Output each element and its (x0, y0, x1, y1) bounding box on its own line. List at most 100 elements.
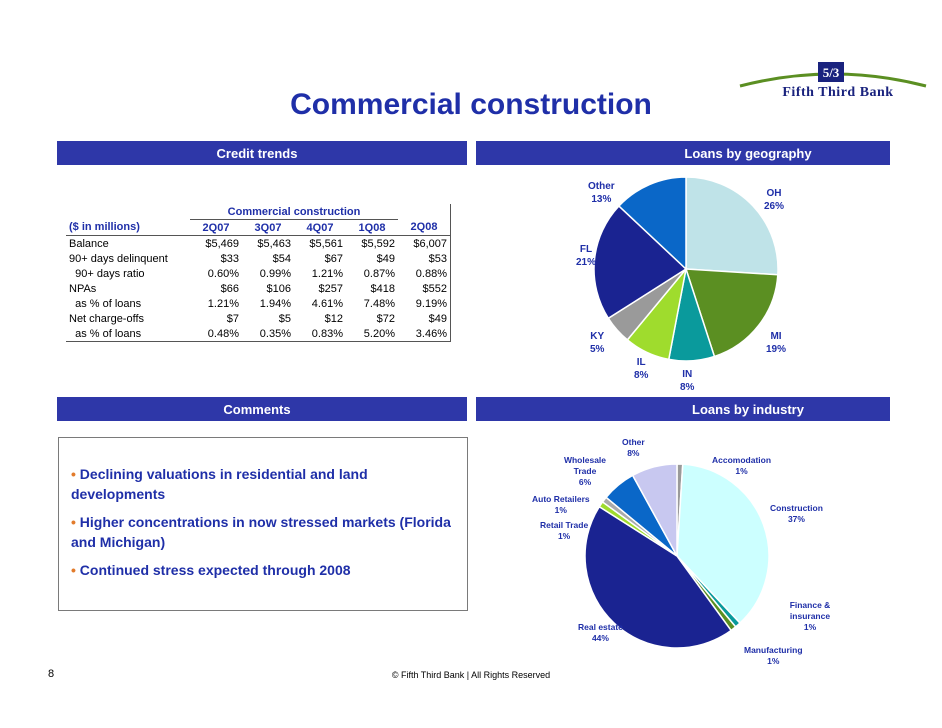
table-cell: 0.88% (415, 267, 447, 280)
table-cell: $418 (370, 282, 395, 295)
table-cell: $5 (278, 312, 291, 325)
table-cell: 0.60% (207, 267, 239, 280)
industry-label-manufacturing: Manufacturing 1% (744, 645, 803, 667)
bullet-icon: • (71, 562, 76, 578)
pie-label-in: IN 8% (680, 368, 694, 394)
table-row: NPAs $66 $106 $257 $418 $552 (66, 281, 451, 296)
credit-trends-label: Credit trends (216, 145, 298, 161)
slice-name: Construction (770, 503, 823, 513)
table-cell: $6,007 (413, 237, 447, 250)
slice-value: 26% (764, 201, 785, 212)
table-cell: $72 (376, 312, 395, 325)
comment-item: • Continued stress expected through 2008 (71, 560, 465, 580)
loans-by-industry-label: Loans by industry (692, 401, 804, 417)
table-cell: 1.21% (207, 297, 239, 310)
table-row: as % of loans 1.21% 1.94% 4.61% 7.48% 9.… (66, 296, 451, 311)
column-header: 3Q07 (254, 221, 282, 234)
bullet-icon: • (71, 466, 76, 482)
slice-value: 13% (591, 194, 612, 205)
slice-value: 19% (766, 344, 787, 355)
table-cell: 3.46% (415, 327, 447, 340)
row-label: Balance (69, 237, 109, 250)
slice-value: 8% (634, 370, 649, 381)
slice-name: Finance & insurance (789, 600, 831, 621)
table-cell: $49 (376, 252, 395, 265)
slice-value: 1% (735, 466, 748, 476)
industry-label-retail-trade: Retail Trade 1% (540, 520, 588, 542)
slice-value: 37% (787, 514, 805, 524)
slice-name: Real estate (578, 622, 623, 632)
loans-by-industry-header: Loans by industry (476, 397, 890, 421)
comments-box: • Declining valuations in residential an… (58, 437, 468, 611)
column-header: 2Q07 (202, 221, 230, 234)
credit-trends-header: Credit trends (57, 141, 467, 165)
pie-label-mi: MI 19% (766, 330, 786, 356)
row-label: NPAs (69, 282, 97, 295)
slice-name: KY (590, 331, 605, 342)
loans-by-geography-header: Loans by geography (476, 141, 890, 165)
table-cell: $67 (324, 252, 343, 265)
table-cell: 4.61% (311, 297, 343, 310)
comments-label: Comments (223, 401, 291, 417)
table-cell: 0.48% (207, 327, 239, 340)
industry-label-wholesale: Wholesale Trade 6% (560, 455, 610, 488)
slice-name: Accomodation (712, 455, 772, 465)
table-cell: $7 (226, 312, 239, 325)
slice-value: 1% (557, 531, 571, 541)
table-cell: $54 (272, 252, 291, 265)
table-row: Net charge-offs $7 $5 $12 $72 $49 (66, 311, 451, 326)
slice-name: FL (579, 244, 593, 255)
table-cell: 0.87% (363, 267, 395, 280)
table-cell: 9.19% (415, 297, 447, 310)
pie-slice-mi (684, 268, 779, 358)
table-row: Balance $5,469 $5,463 $5,561 $5,592 $6,0… (66, 235, 451, 252)
comments-header: Comments (57, 397, 467, 421)
row-label: 90+ days ratio (69, 267, 145, 280)
slice-value: 1% (767, 656, 780, 666)
table-row: 90+ days ratio 0.60% 0.99% 1.21% 0.87% 0… (66, 266, 451, 281)
slice-value: 44% (591, 633, 609, 643)
table-cell: $257 (318, 282, 343, 295)
slice-name: IN (682, 369, 693, 380)
pie-label-oh: OH 26% (764, 187, 784, 213)
table-cell: $552 (422, 282, 447, 295)
pie-label-ky: KY 5% (590, 330, 604, 356)
table-group-header: Commercial construction (190, 204, 398, 220)
table-cell: $53 (428, 252, 447, 265)
pie-label-other: Other 13% (588, 180, 615, 206)
slice-name: Auto Retailers (532, 494, 590, 504)
table-cell: 0.99% (259, 267, 291, 280)
geography-pie-chart (593, 176, 779, 362)
loans-by-geography-label: Loans by geography (684, 145, 812, 161)
industry-label-real-estate: Real estate 44% (578, 622, 623, 644)
page-number: 8 (48, 668, 55, 680)
pie-label-fl: FL 21% (576, 243, 596, 269)
industry-label-other: Other 8% (622, 437, 645, 459)
slice-value: 8% (627, 448, 640, 458)
slice-name: Wholesale Trade (563, 455, 607, 476)
table-row: 90+ days delinquent $33 $54 $67 $49 $53 (66, 251, 451, 266)
slice-name: OH (766, 188, 782, 199)
row-label: Net charge-offs (69, 312, 145, 325)
slice-name: Other (588, 181, 615, 192)
slice-value: 1% (554, 505, 567, 515)
slice-name: MI (770, 331, 782, 342)
comment-item: • Higher concentrations in now stressed … (71, 512, 465, 552)
table-cell: $12 (324, 312, 343, 325)
table-cell: $5,561 (309, 237, 343, 250)
table-cell: $66 (220, 282, 239, 295)
table-row: as % of loans 0.48% 0.35% 0.83% 5.20% 3.… (66, 326, 451, 342)
column-header: 1Q08 (358, 221, 386, 234)
pie-slice-other (617, 176, 687, 271)
column-header: 2Q08 (410, 221, 438, 234)
slice-name: Other (622, 437, 645, 447)
column-header: 4Q07 (306, 221, 334, 234)
table-cell: 1.94% (259, 297, 291, 310)
table-cell: 5.20% (363, 327, 395, 340)
fifth-third-logo: 5/3 Fifth Third Bank (738, 58, 928, 108)
slice-name: IL (636, 357, 646, 368)
slice-value: 6% (578, 477, 592, 487)
pie-slice-construction (676, 463, 770, 625)
page-title: Commercial construction (290, 88, 652, 121)
slice-value: 8% (680, 382, 695, 393)
